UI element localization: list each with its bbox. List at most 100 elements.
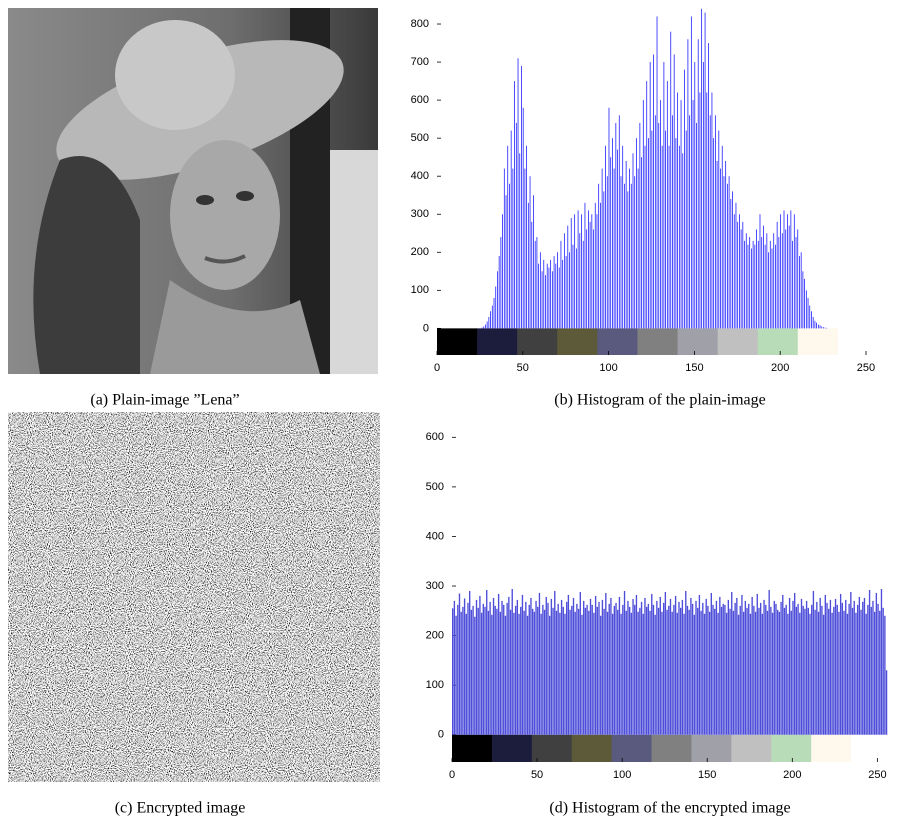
- colorbar-segment: [851, 734, 892, 762]
- bar: [778, 237, 780, 329]
- bar: [848, 603, 850, 735]
- y-tick-label: 300: [426, 580, 444, 592]
- bar: [744, 600, 747, 735]
- bar: [610, 157, 612, 329]
- bar: [795, 237, 797, 329]
- bar: [629, 168, 630, 329]
- bar: [875, 592, 878, 735]
- bar: [717, 612, 719, 735]
- bar: [557, 252, 558, 329]
- bar: [758, 607, 760, 735]
- bar: [548, 615, 551, 735]
- bar: [745, 233, 747, 329]
- bar: [661, 145, 663, 329]
- caption: (d) Histogram of the encrypted image: [549, 800, 790, 817]
- bar: [824, 594, 827, 735]
- bar: [515, 122, 517, 329]
- bar: [700, 610, 702, 735]
- bar: [788, 597, 791, 735]
- bar: [497, 271, 498, 329]
- bar: [684, 69, 685, 329]
- bar: [533, 195, 534, 329]
- bar: [787, 613, 789, 735]
- bar: [748, 603, 750, 735]
- bar: [657, 607, 660, 735]
- bar: [455, 615, 457, 735]
- bar: [498, 256, 500, 329]
- bar: [680, 100, 682, 329]
- bar: [618, 115, 620, 329]
- bar: [598, 601, 600, 735]
- bar: [757, 240, 759, 329]
- bar: [523, 610, 525, 735]
- bar: [725, 160, 727, 329]
- bar: [793, 214, 795, 329]
- bar: [787, 214, 788, 329]
- y-tick-label: 400: [426, 530, 444, 542]
- bar: [503, 604, 505, 735]
- encrypted-image: [8, 412, 380, 782]
- bar: [811, 311, 812, 329]
- bar: [872, 600, 874, 735]
- bar: [553, 256, 555, 329]
- bar: [674, 595, 677, 735]
- bar: [754, 611, 757, 735]
- bar: [756, 229, 757, 329]
- bar: [522, 107, 524, 329]
- bar: [689, 115, 691, 329]
- bar: [571, 605, 573, 735]
- bar: [526, 615, 529, 735]
- bar: [797, 603, 799, 735]
- bar: [636, 138, 637, 329]
- x-tick-label: 100: [613, 769, 631, 781]
- bar: [855, 612, 857, 735]
- bar: [562, 259, 564, 329]
- bar: [620, 613, 622, 735]
- bar: [505, 195, 507, 329]
- caption: (a) Plain-image ”Lena”: [90, 392, 239, 409]
- colorbar-segment: [797, 328, 839, 355]
- bar: [588, 610, 590, 735]
- bar: [552, 607, 554, 735]
- bar: [634, 176, 636, 329]
- bar: [723, 176, 725, 329]
- bar: [589, 221, 591, 329]
- bar: [639, 122, 641, 329]
- bar: [481, 327, 483, 329]
- bar: [593, 229, 594, 329]
- bar: [668, 605, 670, 735]
- bar: [605, 592, 607, 735]
- bar: [613, 168, 615, 329]
- bar: [627, 600, 629, 735]
- bar: [677, 92, 679, 329]
- bar: [707, 605, 709, 735]
- colorbar-segment: [677, 328, 719, 355]
- bar: [651, 593, 653, 735]
- bar: [747, 244, 749, 329]
- bar: [769, 240, 771, 329]
- bar: [882, 607, 884, 735]
- bar: [823, 327, 824, 329]
- bar: [829, 599, 832, 735]
- bar: [682, 153, 684, 329]
- bar: [463, 598, 466, 735]
- bar: [531, 221, 533, 329]
- bar: [697, 607, 699, 735]
- bar: [802, 271, 804, 329]
- bar: [640, 601, 643, 735]
- bar: [521, 594, 524, 735]
- bar: [775, 603, 777, 735]
- bar: [754, 244, 756, 329]
- bar: [713, 138, 715, 329]
- bar: [733, 214, 735, 329]
- colorbar-segment: [837, 328, 879, 355]
- bar: [846, 613, 849, 735]
- bar: [819, 597, 821, 735]
- y-tick-label: 100: [426, 679, 444, 691]
- x-tick-label: 100: [599, 362, 617, 374]
- bar: [735, 202, 737, 329]
- bar: [790, 210, 792, 329]
- bar: [541, 271, 543, 329]
- bar: [608, 107, 610, 329]
- bar: [583, 600, 585, 735]
